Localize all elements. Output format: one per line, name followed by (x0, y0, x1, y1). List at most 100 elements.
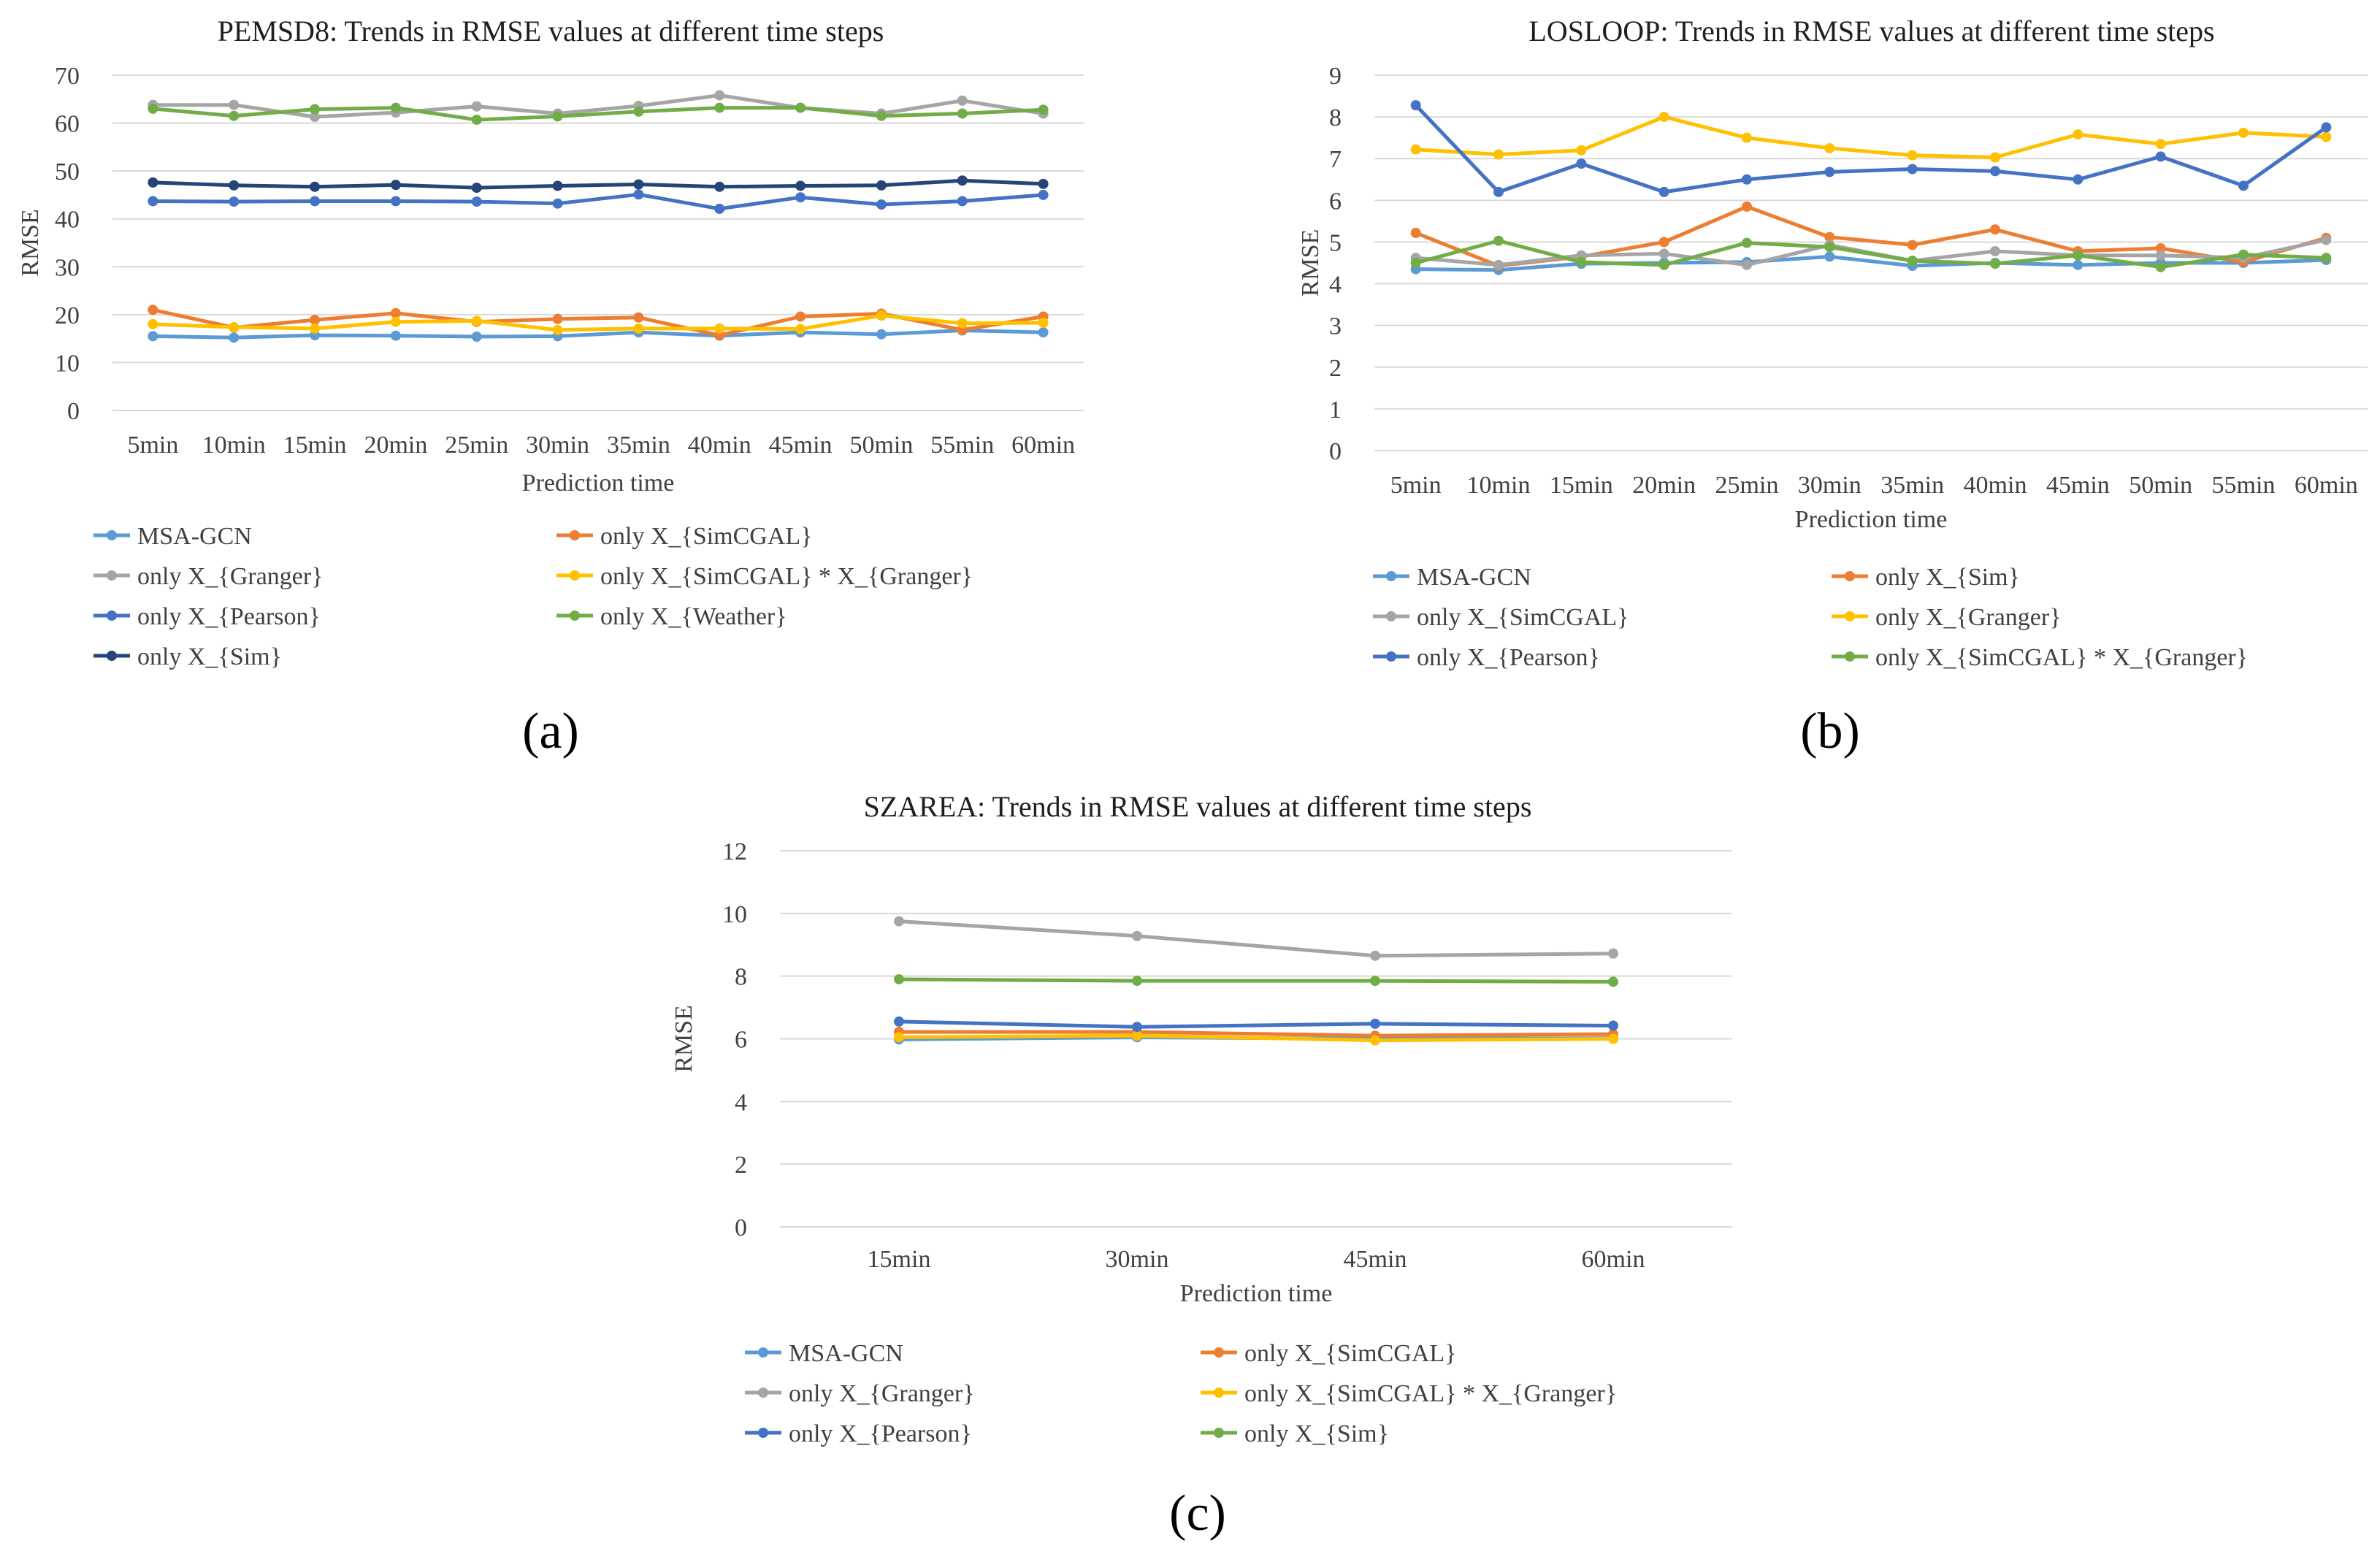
data-point (1824, 166, 1835, 177)
series-line (897, 919, 1615, 958)
data-point (229, 332, 240, 343)
data-point (1410, 227, 1421, 238)
legend-entry: only X_{Pearson} (789, 1420, 972, 1447)
y-axis-label: RMSE (1297, 229, 1324, 297)
data-point (2321, 122, 2332, 133)
x-tick-label: 55min (930, 432, 994, 459)
y-tick-label: 30 (55, 254, 80, 281)
data-point (876, 329, 887, 340)
y-tick-label: 70 (55, 63, 80, 90)
data-point (471, 101, 482, 112)
data-point (229, 110, 240, 121)
data-point (148, 318, 158, 329)
data-point (1824, 251, 1835, 262)
legend-swatch-marker (570, 570, 580, 581)
data-point (1824, 231, 1835, 242)
data-point (1576, 256, 1587, 267)
legend-swatch-marker (1214, 1347, 1224, 1358)
data-point (876, 110, 887, 121)
series-line (150, 313, 1046, 332)
legend-swatch-marker (570, 530, 580, 540)
data-point (1907, 164, 1918, 175)
data-point (1493, 186, 1504, 197)
y-tick-label: 6 (735, 1027, 747, 1054)
data-point (633, 106, 644, 117)
data-point (1990, 166, 2000, 177)
data-point (1658, 237, 1669, 248)
data-point (1038, 327, 1049, 338)
y-tick-label: 20 (55, 302, 80, 329)
y-tick-label: 9 (1329, 63, 1342, 90)
y-tick-label: 12 (722, 838, 747, 865)
legend-entry: only X_{Pearson} (1417, 644, 1600, 671)
data-point (2073, 174, 2084, 185)
data-point (876, 310, 887, 321)
y-tick-label: 1 (1329, 397, 1342, 424)
x-tick-label: 60min (2295, 472, 2358, 499)
data-point (876, 199, 887, 210)
data-point (310, 323, 321, 334)
data-point (714, 203, 725, 214)
data-point (1824, 142, 1835, 153)
y-tick-label: 5 (1329, 229, 1342, 256)
x-tick-label: 10min (1467, 472, 1531, 499)
y-tick-label: 3 (1329, 313, 1342, 340)
data-point (1608, 1020, 1618, 1031)
data-point (1990, 259, 2000, 269)
chart-title: PEMSD8: Trends in RMSE values at differe… (218, 15, 884, 47)
y-tick-label: 7 (1329, 146, 1342, 173)
data-point (310, 181, 321, 192)
x-tick-label: 30min (1106, 1246, 1169, 1273)
data-point (1493, 149, 1504, 160)
data-point (1038, 178, 1049, 189)
y-tick-label: 4 (1329, 272, 1342, 299)
series-line (150, 178, 1046, 190)
legend-swatch-marker (758, 1428, 768, 1438)
legend-swatch-marker (1386, 571, 1396, 581)
x-tick-label: 55min (2212, 472, 2276, 499)
series-line (897, 1033, 1615, 1043)
data-point (957, 108, 968, 119)
legend-swatch-marker (570, 610, 580, 621)
data-point (2321, 131, 2332, 142)
series-line (897, 1019, 1615, 1029)
data-point (1907, 240, 1918, 250)
data-point (1132, 930, 1142, 941)
y-tick-label: 0 (67, 398, 80, 425)
data-point (390, 102, 401, 113)
x-tick-label: 30min (1798, 472, 1861, 499)
data-point (1370, 1018, 1380, 1029)
data-point (714, 181, 725, 192)
chart-title: LOSLOOP: Trends in RMSE values at differ… (1528, 15, 2214, 47)
y-tick-label: 2 (1329, 355, 1342, 382)
legend-entry: only X_{Pearson} (137, 603, 321, 630)
data-point (795, 311, 806, 322)
x-tick-label: 25min (445, 432, 508, 459)
data-point (2321, 253, 2332, 264)
data-point (894, 1016, 904, 1027)
data-point (795, 102, 806, 113)
legend-entry: only X_{SimCGAL} * X_{Granger} (600, 563, 973, 590)
data-point (714, 323, 725, 334)
data-point (2155, 243, 2166, 254)
data-point (1742, 132, 1752, 143)
y-tick-label: 50 (55, 158, 80, 185)
legend-swatch-marker (107, 610, 117, 621)
y-tick-label: 8 (1329, 104, 1342, 131)
data-point (148, 196, 158, 207)
data-point (2238, 180, 2249, 191)
x-tick-label: 5min (1390, 472, 1442, 499)
x-tick-label: 60min (1011, 432, 1075, 459)
chart-panel-a: PEMSD8: Trends in RMSE values at differe… (17, 15, 1084, 759)
legend-swatch-marker (758, 1388, 768, 1398)
x-tick-label: 45min (769, 432, 833, 459)
y-axis-label: RMSE (17, 209, 44, 277)
data-point (1038, 189, 1049, 200)
data-point (1990, 152, 2000, 163)
panel-label: (a) (522, 703, 579, 759)
legend-swatch-marker (1845, 651, 1855, 662)
legend-entry: only X_{Weather} (600, 603, 787, 630)
legend-swatch-marker (1214, 1428, 1224, 1438)
data-point (1824, 242, 1835, 253)
data-point (552, 198, 563, 209)
